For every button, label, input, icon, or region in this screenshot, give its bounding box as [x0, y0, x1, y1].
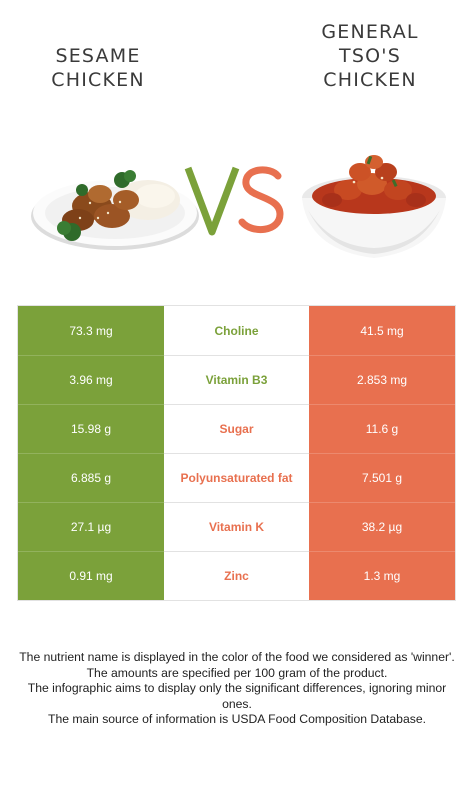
footer-line: The main source of information is USDA F…	[48, 712, 426, 726]
right-food-name-line1: GENERAL	[321, 21, 419, 43]
right-food-name-line3: CHICKEN	[323, 69, 417, 91]
sesame-chicken-image	[31, 170, 199, 250]
nutrient-name: Polyunsaturated fat	[164, 453, 309, 502]
table-row: 15.98 g Sugar 11.6 g	[18, 404, 455, 453]
vs-s-letter	[238, 166, 284, 233]
footer-notes: The nutrient name is displayed in the co…	[12, 650, 462, 728]
left-value: 73.3 mg	[18, 306, 164, 355]
nutrient-name: Vitamin B3	[164, 355, 309, 404]
footer-line: The infographic aims to display only the…	[27, 681, 447, 711]
vs-v-letter	[184, 166, 240, 236]
left-value: 6.885 g	[18, 453, 164, 502]
vs-logo	[184, 166, 284, 236]
right-food-title: GENERAL TSO'S CHICKEN	[300, 20, 440, 92]
nutrient-name: Zinc	[164, 551, 309, 600]
left-value: 15.98 g	[18, 404, 164, 453]
left-value: 27.1 µg	[18, 502, 164, 551]
nutrient-name: Vitamin K	[164, 502, 309, 551]
left-value: 3.96 mg	[18, 355, 164, 404]
nutrient-name: Choline	[164, 306, 309, 355]
right-value: 41.5 mg	[309, 306, 455, 355]
left-value: 0.91 mg	[18, 551, 164, 600]
table-row: 73.3 mg Choline 41.5 mg	[18, 306, 455, 355]
right-value: 1.3 mg	[309, 551, 455, 600]
right-food-name-line2: TSO'S	[339, 45, 401, 67]
general-tsos-chicken-image	[302, 155, 446, 258]
left-food-name-line2: CHICKEN	[51, 69, 145, 91]
right-value: 7.501 g	[309, 453, 455, 502]
left-food-title: SESAME CHICKEN	[28, 44, 168, 92]
comparison-table: 73.3 mg Choline 41.5 mg 3.96 mg Vitamin …	[17, 305, 456, 601]
nutrient-name: Sugar	[164, 404, 309, 453]
table-row: 6.885 g Polyunsaturated fat 7.501 g	[18, 453, 455, 502]
right-value: 2.853 mg	[309, 355, 455, 404]
table-row: 0.91 mg Zinc 1.3 mg	[18, 551, 455, 600]
table-row: 27.1 µg Vitamin K 38.2 µg	[18, 502, 455, 551]
right-value: 38.2 µg	[309, 502, 455, 551]
table-row: 3.96 mg Vitamin B3 2.853 mg	[18, 355, 455, 404]
footer-line: The nutrient name is displayed in the co…	[19, 650, 455, 664]
right-value: 11.6 g	[309, 404, 455, 453]
left-food-name-line1: SESAME	[55, 45, 141, 67]
footer-line: The amounts are specified per 100 gram o…	[86, 665, 388, 680]
